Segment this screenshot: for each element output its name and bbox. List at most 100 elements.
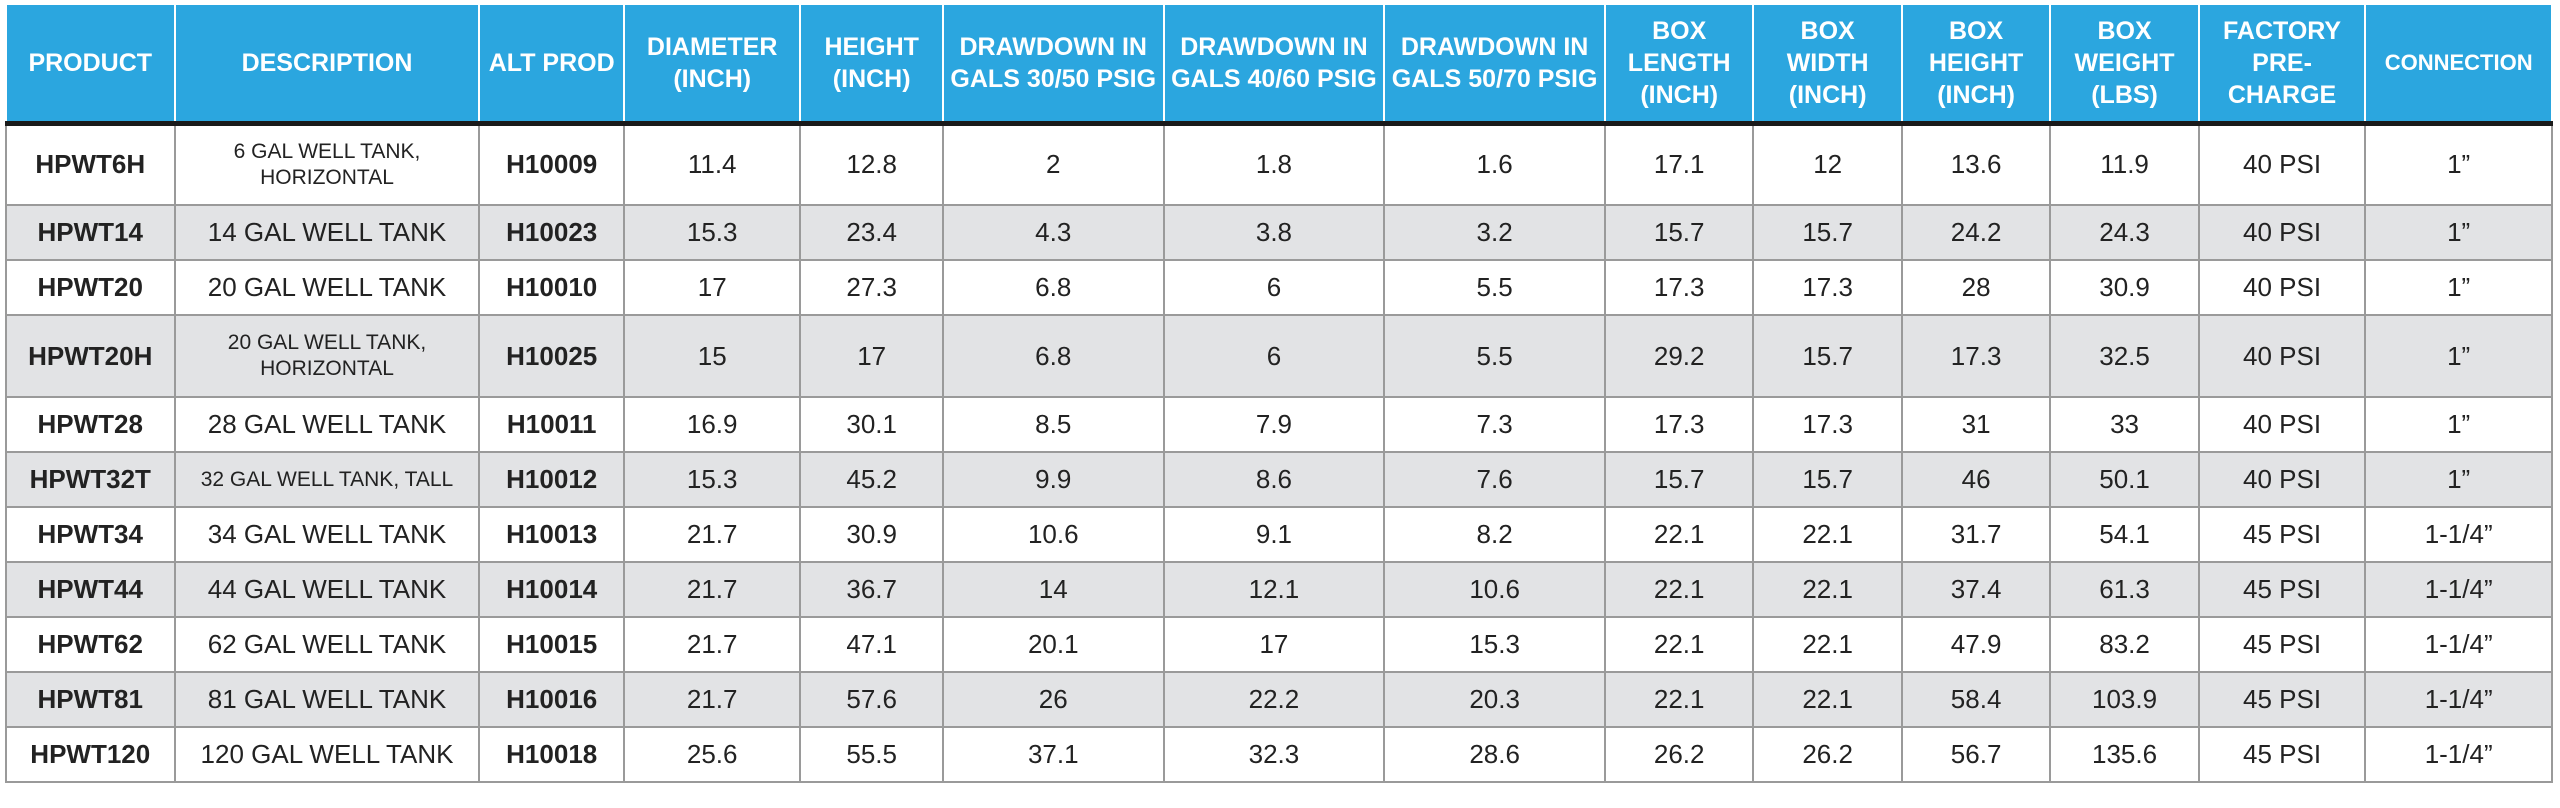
cell-drawdown-40-60: 6 [1162,259,1386,316]
cell-product: HPWT20 [5,259,176,316]
table-row: HPWT32T 32 GAL WELL TANK, TALL H10012 15.3 4… [5,451,2553,508]
cell-box-width: 15.7 [1752,451,1903,508]
cell-box-height: 24.2 [1900,204,2052,261]
cell-diameter: 25.6 [622,726,802,783]
cell-height: 23.4 [799,204,944,261]
cell-description: 120 GAL WELL TANK [173,726,481,783]
cell-height: 57.6 [799,671,944,728]
cell-drawdown-30-50: 26 [941,671,1165,728]
cell-drawdown-30-50: 20.1 [941,616,1165,673]
cell-drawdown-50-70: 7.3 [1383,396,1606,453]
cell-product: HPWT34 [5,506,176,563]
cell-factory-pre-charge: 45 PSI [2197,506,2367,563]
cell-box-length: 22.1 [1603,616,1755,673]
cell-box-width: 22.1 [1752,671,1903,728]
cell-connection: 1” [2364,396,2553,453]
cell-height: 36.7 [799,561,944,618]
cell-factory-pre-charge: 40 PSI [2197,314,2367,398]
cell-drawdown-30-50: 2 [941,122,1165,206]
cell-drawdown-30-50: 8.5 [941,396,1165,453]
cell-drawdown-50-70: 5.5 [1383,314,1606,398]
cell-diameter: 11.4 [622,122,802,206]
cell-alt-prod: H10015 [478,616,625,673]
cell-drawdown-50-70: 1.6 [1383,122,1606,206]
cell-diameter: 21.7 [622,561,802,618]
table-row: HPWT81 81 GAL WELL TANK H10016 21.7 57.6 26 22… [5,671,2553,728]
cell-alt-prod: H10011 [478,396,625,453]
cell-diameter: 21.7 [622,506,802,563]
table-row: HPWT14 14 GAL WELL TANK H10023 15.3 23.4 4.3 3… [5,204,2553,261]
cell-connection: 1-1/4” [2364,506,2553,563]
cell-drawdown-30-50: 14 [941,561,1165,618]
cell-height: 17 [799,314,944,398]
cell-drawdown-40-60: 9.1 [1162,506,1386,563]
cell-connection: 1” [2364,451,2553,508]
cell-product: HPWT44 [5,561,176,618]
cell-box-weight: 61.3 [2049,561,2200,618]
cell-drawdown-50-70: 15.3 [1383,616,1606,673]
table-row: HPWT6H 6 GAL WELL TANK, HORIZONTAL H10009 1… [5,122,2553,206]
cell-alt-prod: H10018 [478,726,625,783]
cell-box-width: 12 [1752,122,1903,206]
cell-box-weight: 30.9 [2049,259,2200,316]
cell-box-height: 46 [1900,451,2052,508]
cell-box-width: 17.3 [1752,396,1903,453]
cell-product: HPWT28 [5,396,176,453]
cell-alt-prod: H10013 [478,506,625,563]
cell-height: 45.2 [799,451,944,508]
cell-connection: 1-1/4” [2364,616,2553,673]
cell-diameter: 15.3 [622,204,802,261]
header-drawdown-50-70: DRAWDOWN IN GALS 50/70 PSIG [1383,5,1606,126]
cell-diameter: 21.7 [622,671,802,728]
cell-box-length: 17.1 [1603,122,1755,206]
header-box-height: BOX HEIGHT (INCH) [1900,5,2052,126]
header-height: HEIGHT (INCH) [799,5,944,126]
cell-drawdown-30-50: 6.8 [941,259,1165,316]
cell-diameter: 21.7 [622,616,802,673]
table-row: HPWT20H 20 GAL WELL TANK, HORIZONTAL H1002… [5,314,2553,398]
cell-alt-prod: H10014 [478,561,625,618]
cell-alt-prod: H10023 [478,204,625,261]
header-box-weight: BOX WEIGHT (LBS) [2049,5,2200,126]
cell-alt-prod: H10009 [478,122,625,206]
cell-description: 32 GAL WELL TANK, TALL [173,451,481,508]
cell-alt-prod: H10010 [478,259,625,316]
header-row: PRODUCT DESCRIPTION ALT PROD DIAMETER (I… [5,5,2553,126]
cell-box-length: 15.7 [1603,204,1755,261]
cell-box-width: 22.1 [1752,616,1903,673]
cell-description: 34 GAL WELL TANK [173,506,481,563]
cell-box-length: 17.3 [1603,396,1755,453]
cell-product: HPWT6H [5,122,176,206]
header-alt-prod: ALT PROD [478,5,625,126]
table-row: HPWT34 34 GAL WELL TANK H10013 21.7 30.9 10.6… [5,506,2553,563]
cell-box-weight: 33 [2049,396,2200,453]
cell-description: 6 GAL WELL TANK, HORIZONTAL [173,122,481,206]
cell-box-height: 13.6 [1900,122,2052,206]
cell-drawdown-50-70: 7.6 [1383,451,1606,508]
cell-drawdown-50-70: 3.2 [1383,204,1606,261]
header-drawdown-30-50: DRAWDOWN IN GALS 30/50 PSIG [941,5,1165,126]
cell-box-weight: 11.9 [2049,122,2200,206]
cell-drawdown-40-60: 17 [1162,616,1386,673]
cell-description: 14 GAL WELL TANK [173,204,481,261]
cell-box-width: 15.7 [1752,314,1903,398]
cell-product: HPWT20H [5,314,176,398]
cell-description: 20 GAL WELL TANK, HORIZONTAL [173,314,481,398]
cell-box-weight: 135.6 [2049,726,2200,783]
cell-box-height: 17.3 [1900,314,2052,398]
cell-diameter: 17 [622,259,802,316]
cell-factory-pre-charge: 40 PSI [2197,396,2367,453]
cell-drawdown-50-70: 28.6 [1383,726,1606,783]
cell-description: 62 GAL WELL TANK [173,616,481,673]
header-box-length: BOX LENGTH (INCH) [1603,5,1755,126]
cell-connection: 1” [2364,122,2553,206]
cell-product: HPWT62 [5,616,176,673]
cell-box-weight: 50.1 [2049,451,2200,508]
cell-box-width: 22.1 [1752,561,1903,618]
cell-drawdown-30-50: 9.9 [941,451,1165,508]
cell-description: 28 GAL WELL TANK [173,396,481,453]
cell-height: 27.3 [799,259,944,316]
cell-connection: 1-1/4” [2364,671,2553,728]
table-body: HPWT6H 6 GAL WELL TANK, HORIZONTAL H10009 1… [5,122,2553,783]
cell-connection: 1” [2364,314,2553,398]
